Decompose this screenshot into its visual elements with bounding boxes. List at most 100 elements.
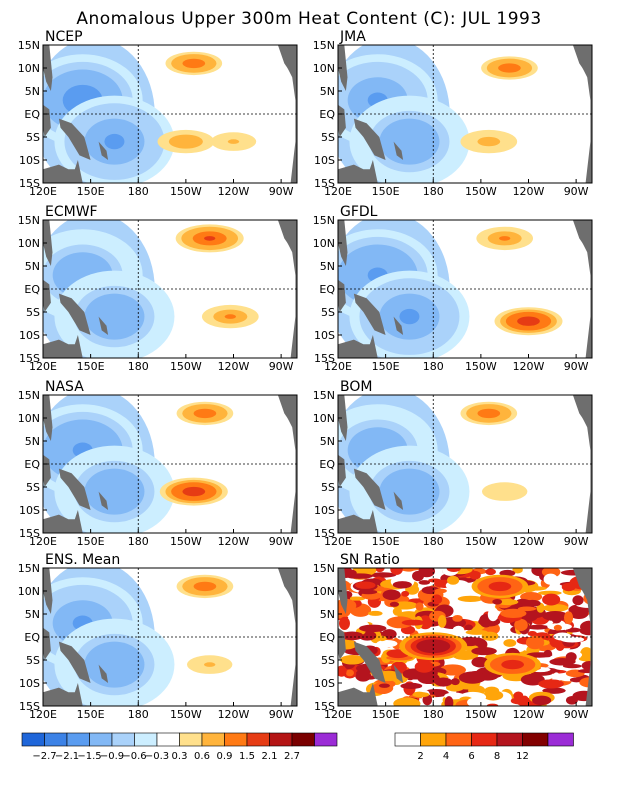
legend-label: 0.6 bbox=[194, 751, 210, 762]
land-mass bbox=[577, 395, 592, 533]
x-tick-label: 90W bbox=[564, 360, 589, 373]
x-tick-label: 120W bbox=[513, 535, 545, 548]
y-tick-label: 5N bbox=[25, 260, 40, 273]
sn-cell bbox=[561, 582, 576, 592]
x-tick-label: 150W bbox=[170, 708, 202, 721]
legend-label: −0.9 bbox=[100, 751, 124, 762]
land-mass bbox=[338, 510, 378, 533]
panel-title: GFDL bbox=[340, 204, 378, 220]
sn-cell bbox=[338, 616, 350, 630]
x-tick-label: 150W bbox=[465, 708, 497, 721]
y-tick-label: 15N bbox=[18, 214, 40, 227]
x-tick-label: 150E bbox=[372, 535, 400, 548]
panel-field bbox=[43, 45, 297, 183]
land-mass bbox=[282, 568, 297, 706]
data-contour bbox=[104, 308, 125, 325]
y-tick-label: 5S bbox=[321, 306, 335, 319]
sn-cell bbox=[467, 697, 482, 706]
x-tick-label: 120E bbox=[29, 535, 57, 548]
land-mass bbox=[43, 45, 53, 91]
y-tick-label: 10N bbox=[313, 412, 335, 425]
sn-cell bbox=[485, 568, 496, 576]
legend-swatch bbox=[291, 732, 315, 747]
y-tick-label: 15S bbox=[19, 700, 40, 713]
y-tick-label: 15N bbox=[313, 39, 335, 52]
x-tick-label: 90W bbox=[269, 535, 294, 548]
sn-cell bbox=[418, 580, 431, 585]
x-tick-label: 120W bbox=[218, 535, 250, 548]
legend-swatch bbox=[314, 732, 338, 747]
x-tick-label: 90W bbox=[269, 708, 294, 721]
x-tick-label: 120E bbox=[324, 360, 352, 373]
sn-cell bbox=[538, 590, 562, 596]
land-mass bbox=[577, 220, 592, 358]
land-mass bbox=[338, 335, 378, 358]
y-tick-label: 15N bbox=[18, 39, 40, 52]
sn-cell bbox=[465, 629, 489, 635]
x-tick-label: 120W bbox=[218, 360, 250, 373]
legend-swatch bbox=[201, 732, 225, 747]
data-contour bbox=[494, 584, 506, 589]
y-tick-label: 15N bbox=[18, 389, 40, 402]
x-tick-label: 90W bbox=[269, 360, 294, 373]
y-tick-label: EQ bbox=[319, 283, 335, 296]
sn-cell bbox=[580, 647, 592, 661]
land-mass bbox=[338, 279, 346, 312]
sn-cell bbox=[414, 660, 434, 673]
sn-cell bbox=[464, 624, 473, 631]
land-mass bbox=[43, 160, 83, 183]
land-mass bbox=[98, 316, 109, 335]
land-mass bbox=[393, 316, 404, 335]
data-contour bbox=[224, 314, 236, 319]
sn-cell bbox=[446, 575, 460, 585]
sn-cell bbox=[581, 660, 592, 671]
legend-label: 0.3 bbox=[172, 751, 188, 762]
sn-cell bbox=[377, 635, 387, 642]
data-contour bbox=[180, 139, 192, 144]
x-tick-label: 120W bbox=[218, 185, 250, 198]
panel-field bbox=[43, 395, 297, 533]
sn-cell bbox=[532, 695, 552, 706]
data-contour bbox=[506, 662, 519, 667]
y-tick-label: 5N bbox=[25, 85, 40, 98]
x-tick-label: 180 bbox=[128, 185, 149, 198]
sn-cell bbox=[355, 581, 376, 589]
sn-cell bbox=[526, 652, 553, 658]
y-tick-label: 15N bbox=[313, 214, 335, 227]
y-tick-label: 10N bbox=[18, 237, 40, 250]
data-contour bbox=[427, 643, 439, 649]
legend-swatch bbox=[44, 732, 68, 747]
legend-swatch bbox=[89, 732, 113, 747]
data-contour bbox=[104, 483, 125, 500]
sn-cell bbox=[415, 602, 424, 611]
panel-field bbox=[338, 220, 592, 358]
land-mass bbox=[43, 279, 51, 312]
panel-title: ENS. Mean bbox=[45, 552, 120, 568]
sn-cell bbox=[452, 615, 463, 622]
sn-cell bbox=[543, 573, 558, 585]
y-tick-label: 15S bbox=[314, 527, 335, 540]
legend-anomaly: −2.7−2.1−1.5−0.9−0.6−0.3 0.3 0.6 0.9 1.5 2.1 2… bbox=[21, 732, 338, 762]
land-mass bbox=[338, 104, 346, 137]
sn-cell bbox=[486, 703, 499, 706]
sn-cell bbox=[471, 647, 497, 656]
y-tick-label: 10N bbox=[18, 62, 40, 75]
legend-swatch bbox=[224, 732, 248, 747]
sn-cell bbox=[376, 639, 398, 648]
x-tick-label: 150E bbox=[77, 535, 105, 548]
y-tick-label: 15N bbox=[18, 562, 40, 575]
panel-field bbox=[43, 568, 297, 706]
sn-cell bbox=[418, 568, 436, 578]
y-tick-label: 15N bbox=[313, 389, 335, 402]
sn-cell bbox=[412, 691, 430, 698]
sn-cell bbox=[378, 683, 390, 688]
data-contour bbox=[499, 489, 511, 494]
sn-cell bbox=[392, 581, 412, 589]
land-mass bbox=[353, 641, 386, 683]
x-tick-label: 180 bbox=[423, 708, 444, 721]
land-mass bbox=[58, 468, 91, 510]
